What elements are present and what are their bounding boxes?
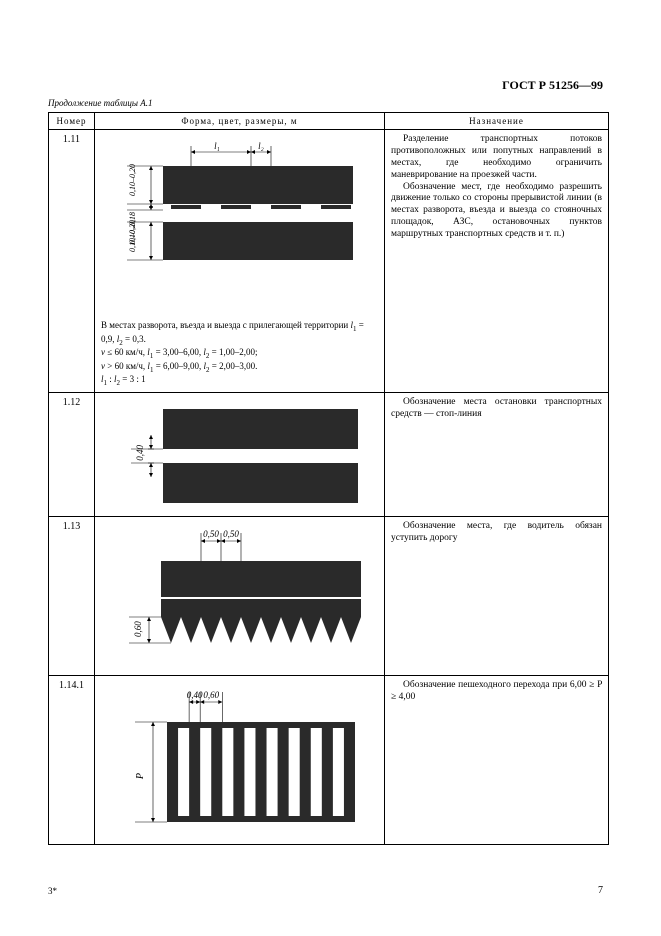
svg-text:0,50: 0,50 [223,529,239,539]
table-row: 1.14.1 0,400,60 P Обозначение пешеходного п… [49,675,609,844]
svg-text:0,40: 0,40 [135,444,145,460]
svg-text:0,50: 0,50 [203,529,219,539]
table-row: 1.12 0,40 Обозначение места остановки тран… [49,392,609,516]
document-id: ГОСТ Р 51256—99 [502,78,603,93]
svg-text:0,60: 0,60 [133,620,143,636]
svg-text:0,40: 0,40 [187,690,203,700]
row-number: 1.11 [49,130,95,393]
header-number: Номер [49,113,95,130]
row-description: Обозначение места остановки транспортных… [385,392,609,516]
table-row: 1.13 0,50 0,50 0,60 Обозначение места, где в… [49,516,609,675]
row-description: Разделение транспортных потоков противоп… [385,130,609,393]
row-number: 1.14.1 [49,675,95,844]
svg-text:l₁: l₁ [214,141,220,151]
row-number: 1.13 [49,516,95,675]
table-continuation: Продолжение таблицы А.1 [48,98,621,108]
row-description: Обозначение пешеходного перехода при 6,0… [385,675,609,844]
svg-text:0,10–0,20: 0,10–0,20 [128,164,137,196]
page-number: 7 [598,885,603,896]
header-purpose: Назначение [385,113,609,130]
row-figure: 0,40 [95,392,385,516]
row-figure: 0,50 0,50 0,60 [95,516,385,675]
svg-text:P: P [135,773,146,780]
row-figure: 0,400,60 P [95,675,385,844]
figure-caption: В местах разворота, въезда и выезда с пр… [101,320,378,388]
row-number: 1.12 [49,392,95,516]
row-description: Обозначение места, где водитель обязан у… [385,516,609,675]
header-figure: Форма, цвет, размеры, м [95,113,385,130]
row-figure: l₁l₂0,10–0,200,10–0,180,10–0,20В местах … [95,130,385,393]
standards-table: Номер Форма, цвет, размеры, м Назначение… [48,112,609,845]
sheet-mark: 3* [48,886,57,896]
svg-text:0,60: 0,60 [203,690,219,700]
svg-text:l₂: l₂ [258,141,264,151]
svg-text:0,10–0,20: 0,10–0,20 [128,220,137,252]
table-row: 1.11l₁l₂0,10–0,200,10–0,180,10–0,20В мес… [49,130,609,393]
